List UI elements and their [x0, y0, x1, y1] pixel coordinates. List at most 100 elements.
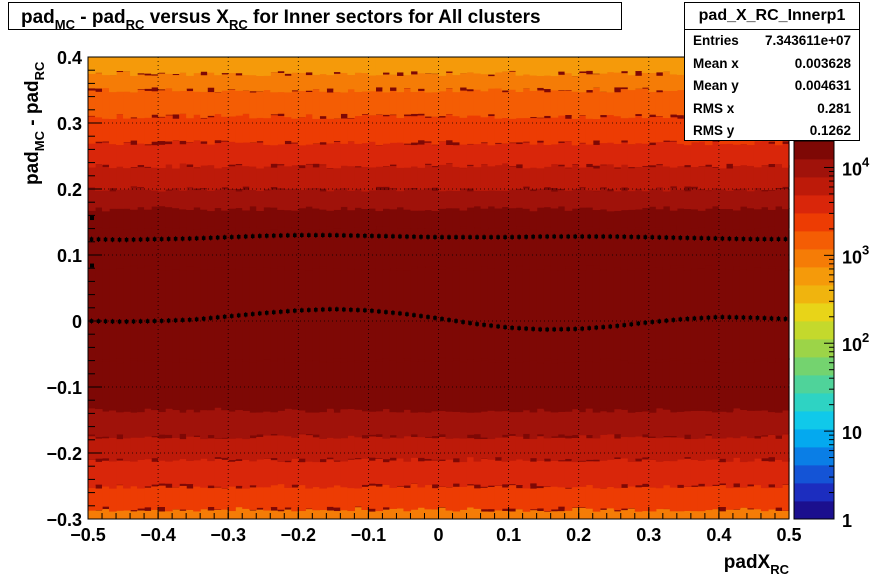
- heatmap-cell: [144, 510, 152, 519]
- heatmap-cell: [249, 187, 257, 207]
- heatmap-cell: [718, 187, 727, 209]
- heatmap-cell: [781, 510, 790, 519]
- heatmap-cell: [550, 141, 559, 165]
- heatmap-cell: [599, 165, 608, 188]
- heatmap-cell: [473, 57, 482, 74]
- colorbar-label: 1: [842, 511, 852, 531]
- heatmap-cell: [473, 190, 482, 207]
- heatmap-cell: [270, 208, 278, 230]
- heatmap-cell: [375, 509, 384, 519]
- heatmap-cell: [95, 190, 103, 208]
- heatmap-cell: [648, 231, 657, 268]
- heatmap-cell: [536, 142, 545, 169]
- heatmap-cell: [529, 89, 538, 118]
- heatmap-cell: [641, 71, 650, 88]
- heatmap-cell: [389, 228, 398, 269]
- heatmap-cell: [732, 386, 741, 409]
- heatmap-cell: [207, 117, 215, 145]
- heatmap-cell: [109, 165, 117, 189]
- heatmap-cell: [186, 115, 194, 143]
- heatmap-cell: [354, 384, 362, 410]
- heatmap-cell: [151, 91, 159, 115]
- heatmap-cell: [536, 228, 545, 270]
- heatmap-cell: [781, 385, 790, 411]
- heatmap-cell: [739, 230, 748, 270]
- heatmap-cell: [543, 164, 552, 188]
- heatmap-cell: [172, 57, 180, 75]
- heatmap-cell: [389, 74, 398, 88]
- heatmap-cell: [291, 188, 299, 211]
- heatmap-cell: [242, 434, 250, 460]
- heatmap-cell: [298, 70, 306, 92]
- heatmap-cell: [305, 143, 313, 164]
- heatmap-cell: [214, 487, 222, 510]
- heatmap-cell: [550, 485, 559, 510]
- heatmap-cell: [158, 207, 166, 230]
- stats-label: Mean x: [693, 55, 739, 71]
- heatmap-cell: [221, 165, 229, 188]
- heatmap-cell: [179, 210, 187, 228]
- heatmap-cell: [361, 91, 369, 115]
- colorbar-segment: [794, 321, 834, 340]
- heatmap-cell: [116, 114, 124, 146]
- heatmap-cell: [711, 207, 720, 229]
- heatmap-cell: [655, 75, 664, 91]
- y-tick-label: 0: [72, 312, 82, 332]
- heatmap-cell: [683, 142, 692, 166]
- heatmap-cell: [536, 265, 545, 363]
- heatmap-cell: [438, 229, 447, 267]
- heatmap-cell: [613, 483, 622, 511]
- heatmap-cell: [88, 358, 96, 386]
- heatmap-cell: [606, 164, 615, 190]
- heatmap-cell: [571, 384, 580, 408]
- heatmap-cell: [165, 88, 173, 115]
- heatmap-cell: [284, 434, 292, 461]
- heatmap-cell: [501, 71, 510, 91]
- chart-title: padMC - padRC versus XRC for Inner secto…: [21, 7, 541, 32]
- heatmap-cell: [270, 361, 278, 390]
- heatmap-cell: [172, 118, 180, 141]
- heatmap-cell: [361, 230, 369, 271]
- heatmap-cell: [550, 411, 559, 437]
- heatmap-cell: [452, 57, 461, 76]
- heatmap-cell: [753, 507, 762, 519]
- heatmap-cell: [382, 462, 391, 485]
- heatmap-cell: [291, 434, 299, 459]
- heatmap-cell: [459, 206, 468, 227]
- heatmap-cell: [235, 75, 243, 91]
- heatmap-cell: [438, 141, 447, 165]
- heatmap-cell: [326, 386, 334, 408]
- heatmap-cell: [186, 208, 194, 231]
- heatmap-cell: [445, 189, 454, 209]
- heatmap-cell: [494, 460, 503, 486]
- heatmap-cell: [459, 90, 468, 118]
- heatmap-cell: [550, 269, 559, 360]
- heatmap-cell: [102, 509, 110, 519]
- heatmap-cell: [186, 227, 194, 267]
- heatmap-cell: [739, 362, 748, 390]
- heatmap-cell: [739, 435, 748, 463]
- heatmap-cell: [270, 142, 278, 164]
- heatmap-cell: [95, 488, 103, 511]
- heatmap-cell: [767, 268, 776, 363]
- heatmap-cell: [753, 484, 762, 510]
- heatmap-cell: [466, 359, 475, 386]
- heatmap-cell: [662, 388, 671, 410]
- heatmap-cell: [774, 411, 783, 436]
- colorbar-segment: [794, 267, 834, 286]
- heatmap-cell: [739, 208, 748, 231]
- heatmap-cell: [578, 88, 587, 116]
- heatmap-cell: [676, 457, 685, 485]
- heatmap-cell: [508, 57, 517, 71]
- heatmap-cell: [102, 267, 110, 360]
- heatmap-cell: [389, 57, 398, 75]
- heatmap-cell: [95, 386, 103, 410]
- heatmap-cell: [151, 167, 159, 191]
- colorbar-segment: [794, 195, 834, 214]
- heatmap-cell: [347, 57, 355, 76]
- heatmap-cell: [438, 186, 447, 209]
- chart-title-box: padMC - padRC versus XRC for Inner secto…: [8, 2, 622, 32]
- heatmap-cell: [354, 485, 362, 507]
- heatmap-cell: [501, 189, 510, 207]
- heatmap-cell: [725, 359, 734, 390]
